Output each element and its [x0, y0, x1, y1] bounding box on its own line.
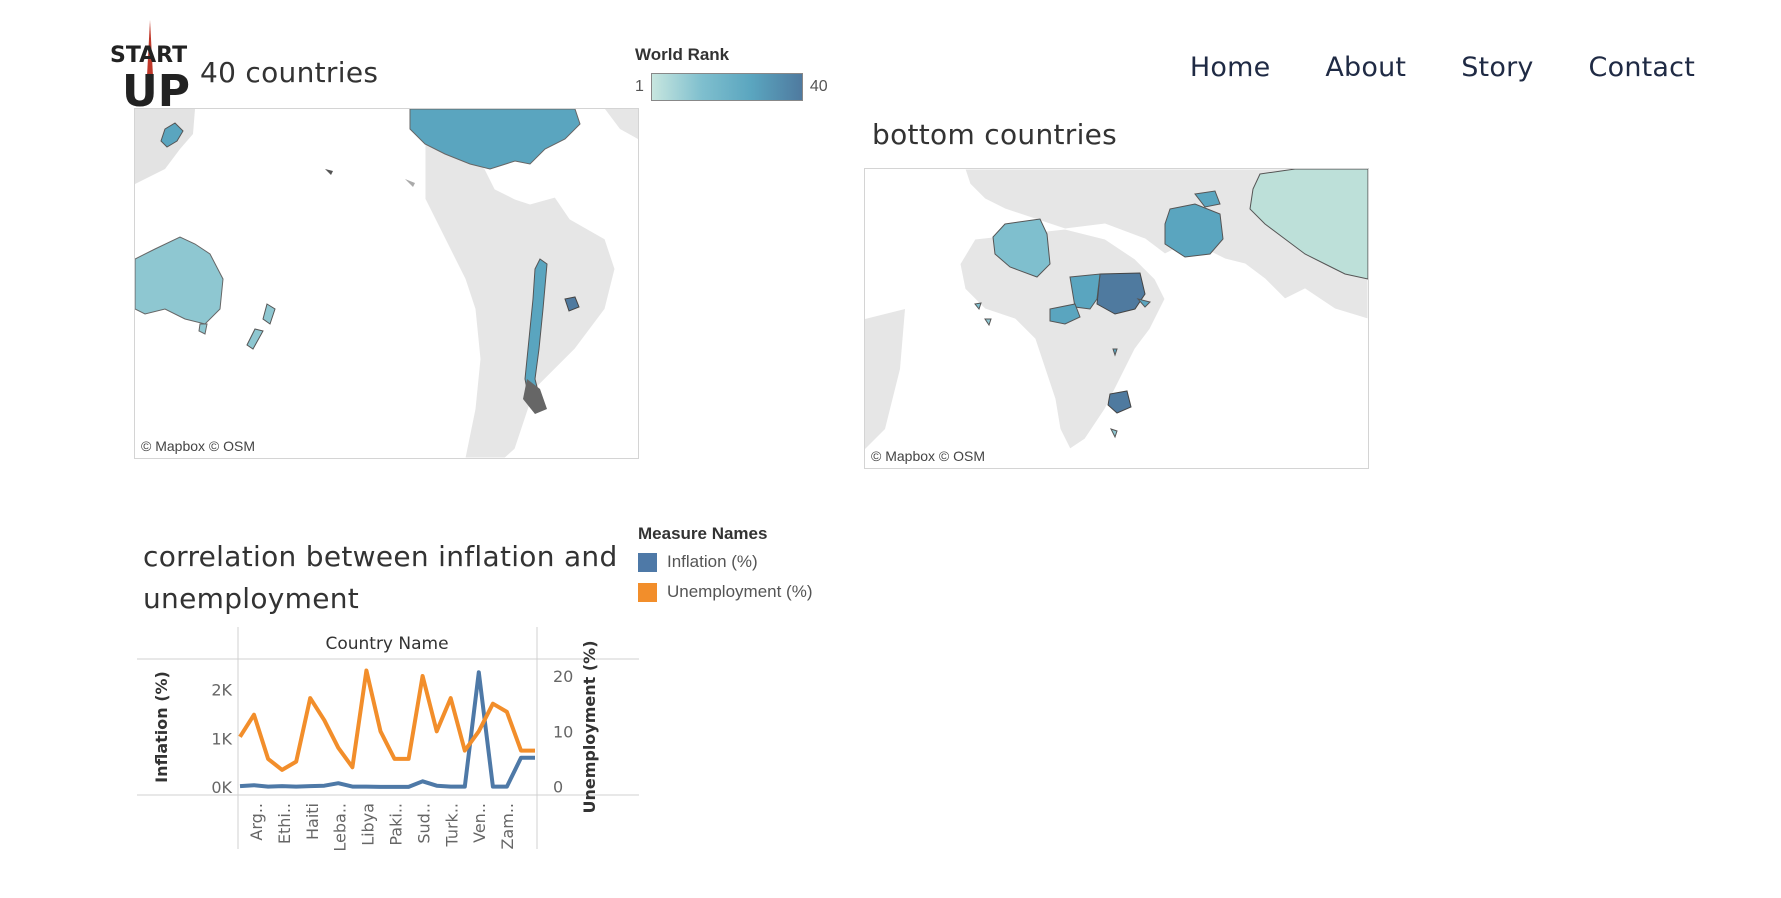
world-rank-legend-label: World Rank — [635, 45, 730, 64]
legend-label-unemployment: Unemployment (%) — [667, 582, 813, 601]
y-right-tick: 20 — [553, 667, 573, 686]
x-category-label: Sud.. — [414, 803, 433, 844]
correlation-title: correlation between inflation and unempl… — [143, 536, 618, 620]
y-axis-right-label: Unemployment (%) — [580, 640, 599, 813]
correlation-title-line1: correlation between inflation and — [143, 540, 618, 573]
world-rank-legend: World Rank 1 40 — [635, 45, 828, 101]
y-axis-left-label: Inflation (%) — [152, 671, 171, 783]
top-countries-map[interactable]: © Mapbox © OSM — [134, 108, 639, 459]
series-line-unemployment[interactable] — [238, 668, 535, 772]
nav-contact[interactable]: Contact — [1588, 52, 1695, 83]
top-map-attribution: © Mapbox © OSM — [141, 438, 255, 454]
startup-logo-graphic: START UP — [110, 20, 190, 117]
bottom-map-canvas — [865, 169, 1368, 468]
y-left-tick: 0K — [211, 778, 232, 797]
nav-home[interactable]: Home — [1189, 52, 1271, 83]
world-rank-gradient — [650, 73, 803, 101]
inflation-unemployment-chart[interactable]: Country Name Inflation (%) Unemployment … — [137, 627, 639, 852]
world-rank-max: 40 — [809, 78, 828, 95]
measure-names-legend: Measure Names Inflation (%) Unemployment… — [638, 524, 813, 612]
x-category-label: Turk.. — [442, 803, 461, 848]
legend-swatch-inflation — [638, 552, 657, 572]
x-category-label: Ethi.. — [275, 803, 294, 844]
bottom-map-title: bottom countries — [872, 118, 1118, 151]
chart-header: Country Name — [325, 634, 448, 654]
x-category-label: Haiti — [303, 803, 322, 840]
x-category-label: Ven.. — [470, 803, 489, 843]
nav-story[interactable]: Story — [1461, 52, 1534, 83]
main-nav: Home About Story Contact — [1190, 52, 1695, 83]
x-category-label: Arg.. — [247, 803, 266, 841]
y-left-tick: 2K — [211, 680, 232, 699]
legend-item-inflation[interactable]: Inflation (%) — [638, 552, 813, 572]
svg-text:START: START — [110, 43, 187, 68]
y-axis-right-ticks: 0 10 20 — [553, 667, 573, 796]
x-category-label: Zam.. — [498, 803, 517, 850]
chart-canvas: Country Name Inflation (%) Unemployment … — [137, 627, 639, 852]
bottom-countries-map[interactable]: © Mapbox © OSM — [864, 168, 1369, 469]
measure-names-label: Measure Names — [638, 524, 768, 543]
x-category-label: Paki.. — [387, 803, 406, 846]
world-rank-min: 1 — [635, 78, 644, 95]
x-category-label: Libya — [359, 803, 378, 846]
y-left-tick: 1K — [211, 729, 232, 748]
y-right-tick: 10 — [553, 722, 573, 741]
top-map-title: 40 countries — [200, 56, 379, 89]
legend-label-inflation: Inflation (%) — [667, 552, 758, 571]
nav-about[interactable]: About — [1325, 52, 1407, 83]
bottom-map-attribution: © Mapbox © OSM — [871, 448, 985, 464]
series-line-inflation[interactable] — [239, 670, 535, 789]
svg-text:UP: UP — [122, 66, 190, 110]
legend-swatch-unemployment — [638, 582, 657, 602]
top-map-canvas — [135, 109, 638, 458]
y-axis-left-ticks: 0K 1K 2K — [211, 680, 232, 797]
legend-item-unemployment[interactable]: Unemployment (%) — [638, 582, 813, 602]
y-right-tick: 0 — [553, 777, 563, 796]
startup-logo[interactable]: START UP — [110, 18, 202, 117]
x-axis-categories: Arg.. Ethi.. Haiti Leba.. Libya Paki.. Sud.. Tu… — [247, 803, 517, 852]
correlation-title-line2: unemployment — [143, 582, 360, 615]
series-lines — [238, 668, 535, 789]
x-category-label: Leba.. — [331, 803, 350, 852]
